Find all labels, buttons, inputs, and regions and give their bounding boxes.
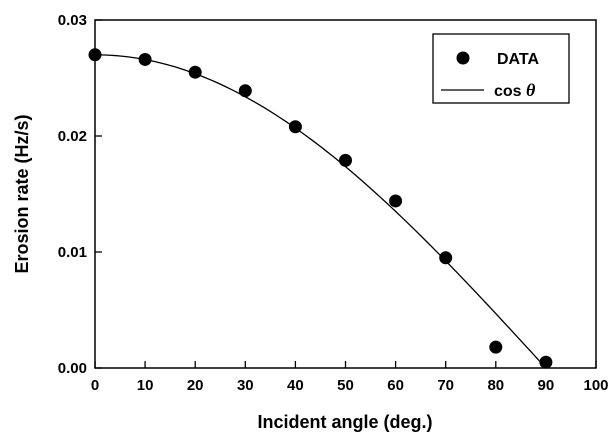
data-point (389, 194, 403, 208)
y-tick-label: 0.03 (58, 12, 87, 29)
y-tick-label: 0.00 (58, 360, 87, 377)
data-point (339, 153, 352, 167)
x-tick-label: 50 (337, 377, 354, 394)
x-tick-label: 80 (487, 377, 504, 394)
legend-box (432, 33, 570, 104)
data-point (188, 65, 202, 79)
y-tick-label: 0.02 (58, 128, 87, 145)
x-tick-label: 40 (287, 377, 304, 394)
data-point (439, 251, 453, 265)
x-tick-label: 20 (187, 377, 204, 394)
legend-theta-symbol: θ (526, 80, 536, 100)
x-tick-label: 70 (437, 377, 454, 394)
x-tick-label: 60 (387, 377, 404, 394)
y-axis-ticks: 0.00 0.01 0.02 0.03 (58, 12, 102, 377)
series-line-cos-theta (94, 54, 547, 369)
x-axis-title: Incident angle (deg.) (257, 412, 432, 432)
y-axis-title: Erosion rate (Hz/s) (12, 114, 32, 273)
data-point (238, 84, 252, 98)
data-point (138, 52, 152, 66)
x-tick-label: 90 (538, 377, 555, 394)
legend-label-data: DATA (497, 51, 540, 68)
x-tick-label: 100 (583, 377, 608, 394)
legend-cos-label: cos (494, 83, 526, 100)
y-tick-label: 0.01 (58, 244, 87, 261)
x-axis-ticks: 0 10 20 30 40 50 60 70 80 90 100 (91, 361, 609, 394)
data-point (489, 340, 503, 354)
data-point (88, 48, 102, 62)
data-point (539, 355, 553, 369)
x-tick-label: 10 (137, 377, 154, 394)
x-tick-label: 30 (237, 377, 254, 394)
legend: DATA cos θ (432, 33, 570, 104)
legend-marker-data (456, 51, 470, 65)
data-point (288, 120, 302, 134)
x-tick-label: 0 (91, 377, 99, 394)
legend-label-cos-theta: cos θ (494, 80, 536, 100)
series-points-data (88, 48, 553, 369)
